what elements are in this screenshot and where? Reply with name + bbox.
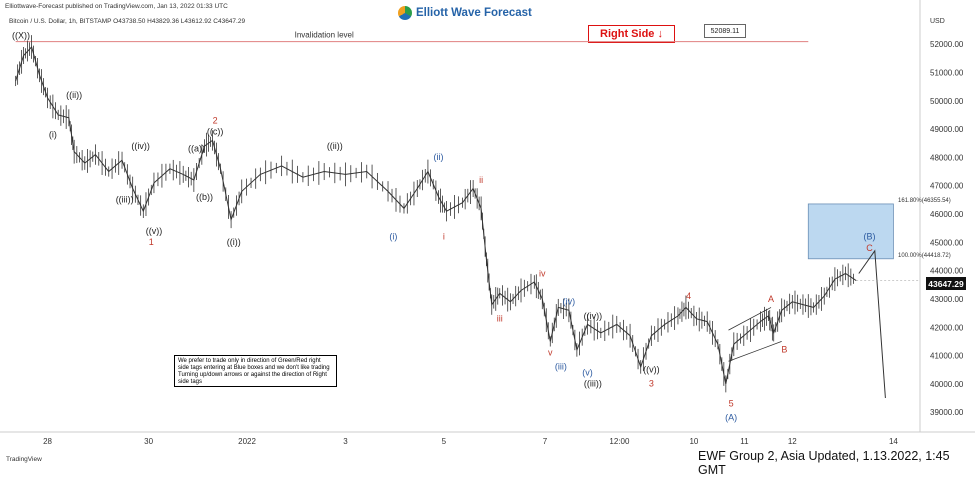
price-series-line [15, 46, 857, 384]
y-tick-label: 49000.00 [930, 125, 964, 134]
wave-label: 2 [213, 115, 218, 125]
wave-label: (i) [49, 130, 57, 140]
y-tick-label: 48000.00 [930, 153, 964, 162]
x-tick-label: 10 [689, 437, 698, 446]
last-price-tag: 43647.29 [926, 277, 966, 290]
wave-label: ((iv)) [131, 141, 150, 151]
wave-label: (iii) [555, 362, 567, 372]
wave-label: ((v)) [146, 226, 163, 236]
y-tick-label: 47000.00 [930, 182, 964, 191]
wave-label: ((ii)) [66, 90, 82, 100]
wave-label: ((iii)) [584, 379, 602, 389]
y-tick-label: 43000.00 [930, 295, 964, 304]
wave-label: iii [497, 314, 503, 324]
wave-label: ((iv)) [584, 311, 603, 321]
wave-label: 4 [686, 291, 691, 301]
wave-label: v [548, 348, 553, 358]
wave-label: (ii) [434, 152, 444, 162]
wave-label: (A) [725, 413, 737, 423]
wave-label: (iv) [563, 297, 576, 307]
x-tick-label: 3 [343, 437, 348, 446]
invalidation-price-tag: 52089.11 [704, 24, 746, 38]
channel-lower-line [728, 341, 782, 362]
x-tick-label: 12:00 [609, 437, 630, 446]
x-tick-label: 30 [144, 437, 153, 446]
x-tick-label: 14 [889, 437, 898, 446]
wave-label: ((c)) [207, 127, 224, 137]
wave-label: ((iii)) [116, 195, 134, 205]
wave-label: 1 [149, 237, 154, 247]
wave-label: ((ii)) [327, 141, 343, 151]
currency-label: USD [930, 18, 945, 25]
wave-label: ((a)) [188, 144, 205, 154]
invalidation-label: Invalidation level [295, 31, 354, 40]
y-tick-label: 52000.00 [930, 40, 964, 49]
wave-label: ((i)) [227, 237, 241, 247]
wave-label: 5 [729, 399, 734, 409]
trading-note: We prefer to trade only in direction of … [174, 355, 337, 387]
ewf-logo: Elliott Wave Forecast [398, 6, 532, 20]
x-tick-label: 7 [543, 437, 548, 446]
y-tick-label: 44000.00 [930, 267, 964, 276]
symbol-ohlc-line: Bitcoin / U.S. Dollar, 1h, BITSTAMP O437… [9, 18, 246, 25]
price-chart[interactable]: 39000.00 40000.00 41000.00 42000.00 43000.00… [0, 0, 975, 467]
channel-upper-line [728, 307, 772, 331]
blue-box-zone [807, 203, 894, 260]
x-tick-label: 2022 [238, 437, 256, 446]
wave-label: ((b)) [196, 192, 213, 202]
wave-label: 3 [649, 379, 654, 389]
y-tick-label: 46000.00 [930, 210, 964, 219]
y-tick-label: 40000.00 [930, 380, 964, 389]
fib-level-label: 100.00%(44418.72) [898, 253, 951, 259]
projection-line [858, 249, 886, 399]
y-tick-label: 39000.00 [930, 408, 964, 417]
wave-label: A [768, 294, 774, 304]
wave-label: (v) [582, 367, 593, 377]
update-footer: EWF Group 2, Asia Updated, 1.13.2022, 1:… [698, 449, 950, 477]
y-tick-label: 41000.00 [930, 352, 964, 361]
wave-label: ((X)) [12, 30, 30, 40]
wave-label: i [443, 231, 445, 241]
wave-label: iv [539, 268, 546, 278]
fib-level-label: 161.80%(46355.54) [898, 198, 951, 204]
tradingview-brand: TradingView [6, 456, 42, 463]
wave-label: B [781, 345, 787, 355]
x-tick-label: 5 [442, 437, 447, 446]
x-tick-label: 28 [43, 437, 52, 446]
publisher-line: Elliottwave-Forecast published on Tradin… [5, 3, 228, 10]
wave-label: ii [479, 175, 483, 185]
y-tick-label: 51000.00 [930, 68, 964, 77]
x-tick-label: 11 [740, 437, 749, 446]
ewf-logo-text: Elliott Wave Forecast [416, 7, 532, 19]
wave-label: (B) [863, 231, 875, 241]
y-tick-label: 45000.00 [930, 238, 964, 247]
wave-label: ((v)) [643, 365, 660, 375]
wave-label: C [866, 243, 873, 253]
ewf-logo-icon [398, 6, 412, 20]
y-tick-label: 50000.00 [930, 97, 964, 106]
x-tick-label: 12 [788, 437, 797, 446]
y-tick-label: 42000.00 [930, 323, 964, 332]
wave-label: (i) [389, 231, 397, 241]
right-side-tag: Right Side ↓ [588, 25, 675, 43]
